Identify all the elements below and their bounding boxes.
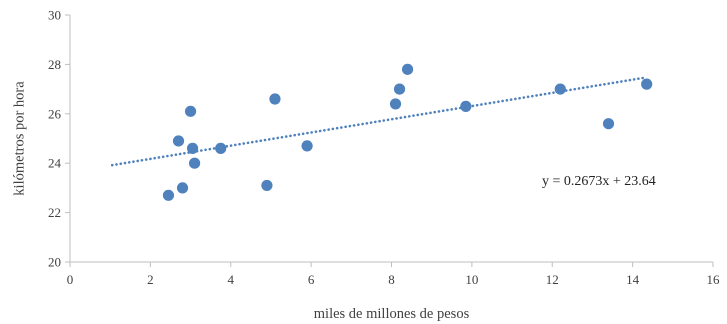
scatter-point [172, 135, 185, 147]
x-tick-label: 4 [228, 272, 235, 287]
x-tick-label: 2 [147, 272, 154, 287]
x-tick-label: 12 [546, 272, 559, 287]
data-points [162, 63, 653, 201]
y-tick-label: 28 [48, 57, 61, 72]
trendline-equation: y = 0.2673x + 23.64 [542, 174, 656, 189]
scatter-point [215, 142, 227, 154]
scatter-point [554, 83, 566, 95]
scatter-point [301, 140, 313, 152]
x-tick-label: 16 [707, 272, 721, 287]
scatter-point [393, 83, 406, 95]
y-tick-label: 26 [48, 106, 62, 121]
scatter-point [162, 189, 175, 201]
y-tick-label: 20 [48, 255, 61, 270]
y-axis-title: kilómetros por hora [11, 81, 27, 196]
scatter-point [269, 93, 281, 105]
y-tick-label: 22 [48, 205, 61, 220]
y-tick-label: 24 [48, 156, 62, 171]
y-tick-label: 30 [48, 8, 61, 23]
scatter-point [401, 63, 414, 75]
scatter-point [389, 98, 402, 110]
x-tick-label: 10 [465, 272, 478, 287]
scatter-point [188, 157, 201, 169]
scatter-point [641, 78, 653, 90]
x-axis-title: miles de millones de pesos [314, 306, 470, 322]
x-tick-label: 8 [388, 272, 395, 287]
scatter-point [176, 182, 189, 194]
scatter-point [186, 142, 199, 154]
scatter-point [602, 118, 615, 130]
x-tick-label: 6 [308, 272, 315, 287]
x-tick-label: 14 [626, 272, 640, 287]
scatter-point [460, 100, 472, 112]
scatter-point [184, 105, 197, 117]
axes [65, 14, 714, 267]
scatter-point [261, 179, 273, 192]
x-tick-label: 0 [67, 272, 74, 287]
